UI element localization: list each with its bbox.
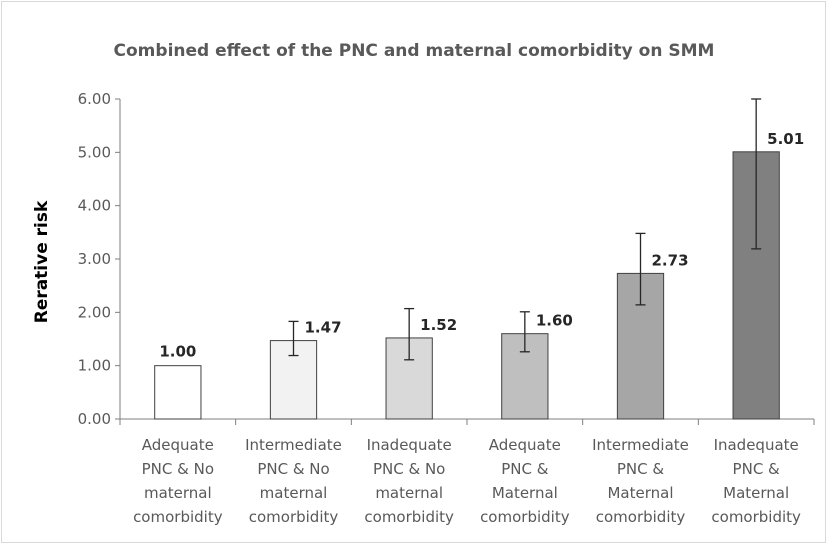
x-tick-label: PNC & No <box>142 460 214 478</box>
x-tick-label: PNC & No <box>257 460 329 478</box>
chart-title: Combined effect of the PNC and maternal … <box>114 41 715 61</box>
x-tick-label: comorbidity <box>711 508 801 526</box>
x-tick-label: Maternal <box>723 484 789 502</box>
data-label: 1.47 <box>305 319 342 337</box>
x-tick-label: PNC & <box>733 460 781 478</box>
x-tick-label: PNC & <box>617 460 665 478</box>
x-tick-label: PNC & No <box>373 460 445 478</box>
data-label: 1.52 <box>420 316 457 334</box>
data-label: 1.00 <box>159 343 196 361</box>
x-tick-label: Adequate <box>489 436 561 454</box>
x-tick-label: Inadequate <box>714 436 799 454</box>
y-axis-label: Rerative risk <box>32 200 52 323</box>
x-tick-label: comorbidity <box>480 508 570 526</box>
bar <box>154 365 202 420</box>
x-tick-label: maternal <box>144 484 212 502</box>
bar <box>269 340 318 420</box>
x-tick-label: comorbidity <box>133 508 223 526</box>
x-tick-label: maternal <box>375 484 443 502</box>
x-tick-label: Adequate <box>142 436 214 454</box>
y-tick-label: 6.00 <box>78 90 111 108</box>
y-tick-label: 5.00 <box>78 143 111 161</box>
y-tick-label: 1.00 <box>78 357 111 375</box>
y-tick-label: 0.00 <box>78 410 111 428</box>
x-tick-label: Maternal <box>492 484 558 502</box>
x-tick-label: comorbidity <box>596 508 686 526</box>
x-tick-label: PNC & <box>501 460 549 478</box>
data-label: 1.60 <box>536 312 573 330</box>
x-tick-label: Intermediate <box>592 436 689 454</box>
x-tick-label: Intermediate <box>245 436 342 454</box>
y-tick-label: 4.00 <box>78 197 111 215</box>
plot-area: 0.00 1.00 2.00 3.00 4.00 5.00 6.00 1.00 Adequate… <box>78 90 815 526</box>
x-tick-label: Inadequate <box>367 436 452 454</box>
y-tick-label: 3.00 <box>78 250 111 268</box>
data-label: 5.01 <box>767 130 804 148</box>
x-tick-label: maternal <box>260 484 328 502</box>
x-tick-label: comorbidity <box>249 508 339 526</box>
data-label: 2.73 <box>652 251 689 269</box>
x-tick-label: comorbidity <box>364 508 454 526</box>
x-tick-label: Maternal <box>607 484 673 502</box>
y-tick-label: 2.00 <box>78 303 111 321</box>
